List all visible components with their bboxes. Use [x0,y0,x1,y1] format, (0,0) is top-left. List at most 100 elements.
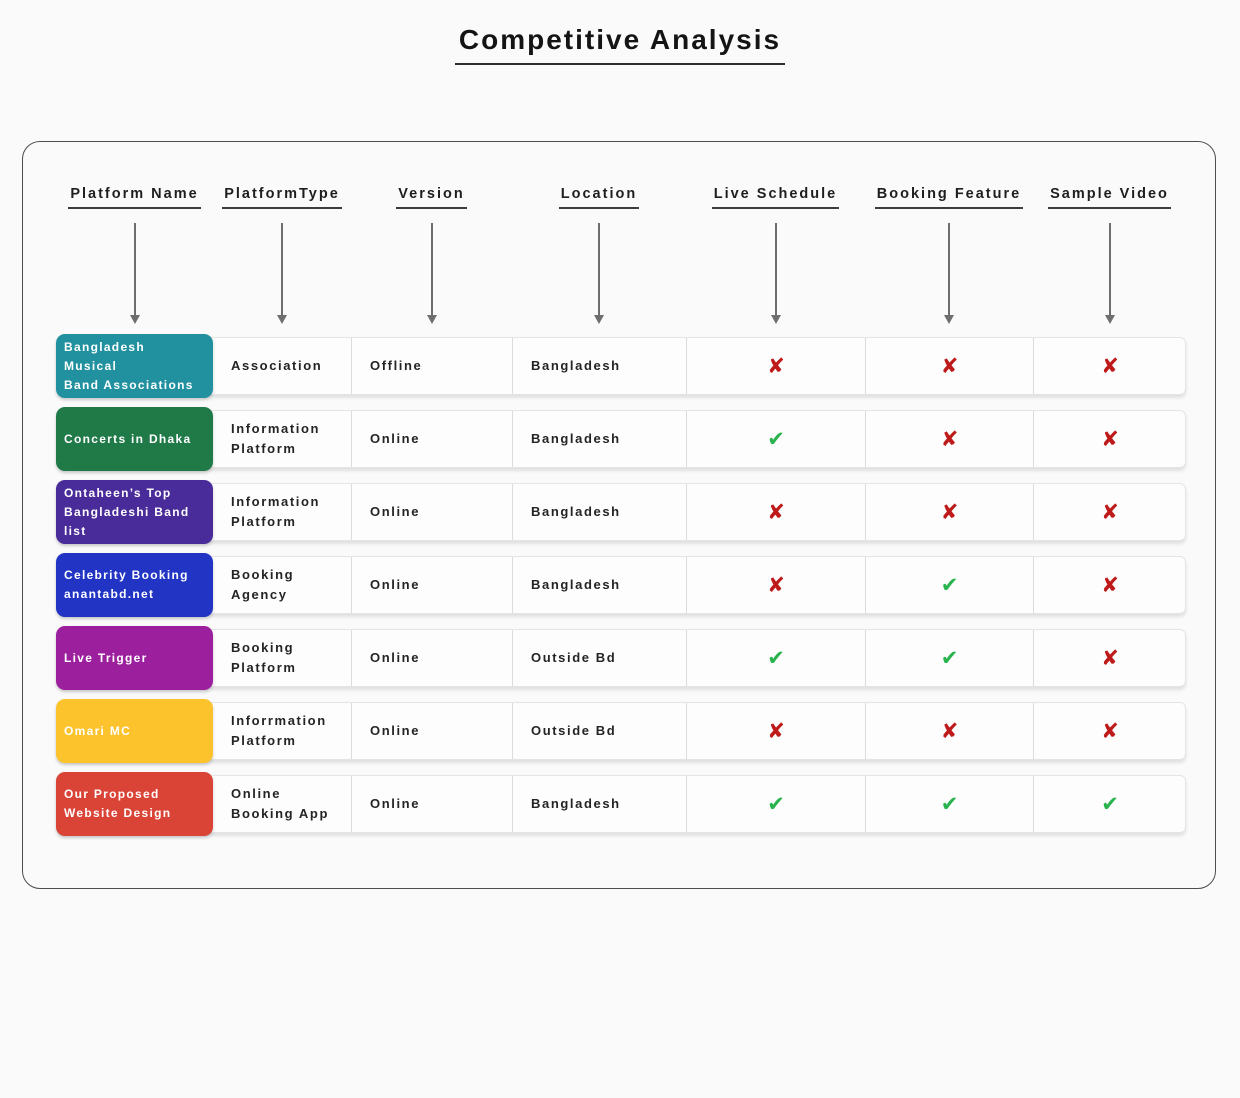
live-schedule-mark: ✘ [686,484,865,540]
location-cell: Outside Bd [512,630,686,686]
table-row: Omari MC Inforrmation Platform Online Ou… [56,699,1186,763]
page-title: Competitive Analysis [454,24,786,65]
table-row: Our Proposed Website Design Online Booki… [56,772,1186,836]
down-arrow-icon [277,223,287,324]
down-arrow-icon [594,223,604,324]
page-title-wrap: Competitive Analysis [0,24,1240,65]
platform-name: Our Proposed Website Design [64,787,172,820]
platform-badge: Our Proposed Website Design [56,772,213,836]
analysis-board: Platform Name PlatformType Version Locat… [22,141,1216,889]
version-cell: Offline [351,338,512,394]
platform-name: Live Trigger [64,650,148,665]
platform-badge: Ontaheen’s Top Bangladeshi Band list [56,480,213,544]
platform-type-cell: Information Platform [231,421,321,456]
column-header-label: Location [558,186,640,209]
booking-feature-mark: ✔ [865,630,1033,686]
table-row: Ontaheen’s Top Bangladeshi Band list Inf… [56,480,1186,544]
column-headers: Platform Name PlatformType Version Locat… [56,186,1186,324]
platform-type-cell: Booking Agency [231,567,295,602]
sample-video-mark: ✘ [1033,557,1186,613]
booking-feature-mark: ✔ [865,557,1033,613]
column-header-label: Version [396,186,467,209]
sample-video-mark: ✘ [1033,411,1186,467]
location-cell: Bangladesh [512,557,686,613]
row-cells: Inforrmation Platform Online Outside Bd … [213,703,1186,759]
booking-feature-mark: ✘ [865,411,1033,467]
location-cell: Bangladesh [512,411,686,467]
platform-type-cell: Information Platform [231,494,321,529]
sample-video-mark: ✘ [1033,484,1186,540]
sample-video-mark: ✘ [1033,703,1186,759]
platform-badge: Live Trigger [56,626,213,690]
sample-video-mark: ✘ [1033,338,1186,394]
platform-type-cell: Association [231,358,323,373]
column-header-label: Platform Name [68,186,201,209]
column-header-booking-feature: Booking Feature [865,186,1033,324]
location-cell: Outside Bd [512,703,686,759]
column-header-label: PlatformType [222,186,342,209]
platform-type-cell: Online Booking App [231,786,329,821]
booking-feature-mark: ✘ [865,484,1033,540]
column-header-platform-type: PlatformType [213,186,351,324]
column-header-version: Version [351,186,512,324]
platform-name: Bangladesh Musical Band Associations [64,339,194,392]
booking-feature-mark: ✘ [865,703,1033,759]
row-card [58,337,1186,395]
location-cell: Bangladesh [512,484,686,540]
live-schedule-mark: ✘ [686,703,865,759]
row-cells: Booking Platform Online Outside Bd ✔ ✔ ✘ [213,630,1186,686]
booking-feature-mark: ✘ [865,338,1033,394]
version-cell: Online [351,776,512,832]
row-cells: Online Booking App Online Bangladesh ✔ ✔… [213,776,1186,832]
platform-name: Omari MC [64,723,132,738]
platform-badge: Omari MC [56,699,213,763]
row-cells: Booking Agency Online Bangladesh ✘ ✔ ✘ [213,557,1186,613]
sample-video-mark: ✔ [1033,776,1186,832]
platform-badge: Bangladesh Musical Band Associations [56,334,213,398]
table-row: Concerts in Dhaka Information Platform O… [56,407,1186,471]
location-cell: Bangladesh [512,776,686,832]
down-arrow-icon [426,223,437,324]
table-row: Bangladesh Musical Band Associations Ass… [56,334,1186,398]
live-schedule-mark: ✘ [686,557,865,613]
live-schedule-mark: ✘ [686,338,865,394]
platform-badge: Celebrity Booking anantabd.net [56,553,213,617]
platform-name: Concerts in Dhaka [64,431,192,446]
platform-type-cell: Inforrmation Platform [231,713,327,748]
column-header-sample-video: Sample Video [1033,186,1186,324]
location-cell: Bangladesh [512,338,686,394]
sample-video-mark: ✘ [1033,630,1186,686]
live-schedule-mark: ✔ [686,776,865,832]
row-cells: Information Platform Online Bangladesh ✔… [213,411,1186,467]
column-header-label: Live Schedule [711,186,840,209]
column-header-platform-name: Platform Name [56,186,213,324]
column-header-label: Sample Video [1048,186,1171,209]
live-schedule-mark: ✔ [686,630,865,686]
down-arrow-icon [1104,223,1115,324]
table-row: Live Trigger Booking Platform Online Out… [56,626,1186,690]
platform-badge: Concerts in Dhaka [56,407,213,471]
version-cell: Online [351,484,512,540]
column-header-label: Booking Feature [874,186,1024,209]
row-card [58,410,1186,468]
row-card [58,556,1186,614]
row-cells: Information Platform Online Bangladesh ✘… [213,484,1186,540]
column-header-live-schedule: Live Schedule [686,186,865,324]
column-header-location: Location [512,186,686,324]
platform-name: Ontaheen’s Top Bangladeshi Band list [64,485,190,538]
row-cells: Association Offline Bangladesh ✘ ✘ ✘ [213,338,1186,394]
live-schedule-mark: ✔ [686,411,865,467]
down-arrow-icon [129,223,140,324]
version-cell: Online [351,411,512,467]
version-cell: Online [351,557,512,613]
table-row: Celebrity Booking anantabd.net Booking A… [56,553,1186,617]
version-cell: Online [351,703,512,759]
version-cell: Online [351,630,512,686]
platform-name: Celebrity Booking anantabd.net [64,568,189,601]
platform-type-cell: Booking Platform [231,640,297,675]
row-card [58,483,1186,541]
row-card [58,702,1186,760]
row-card [58,629,1186,687]
row-card [58,775,1186,833]
comparison-rows: Bangladesh Musical Band Associations Ass… [56,334,1186,845]
